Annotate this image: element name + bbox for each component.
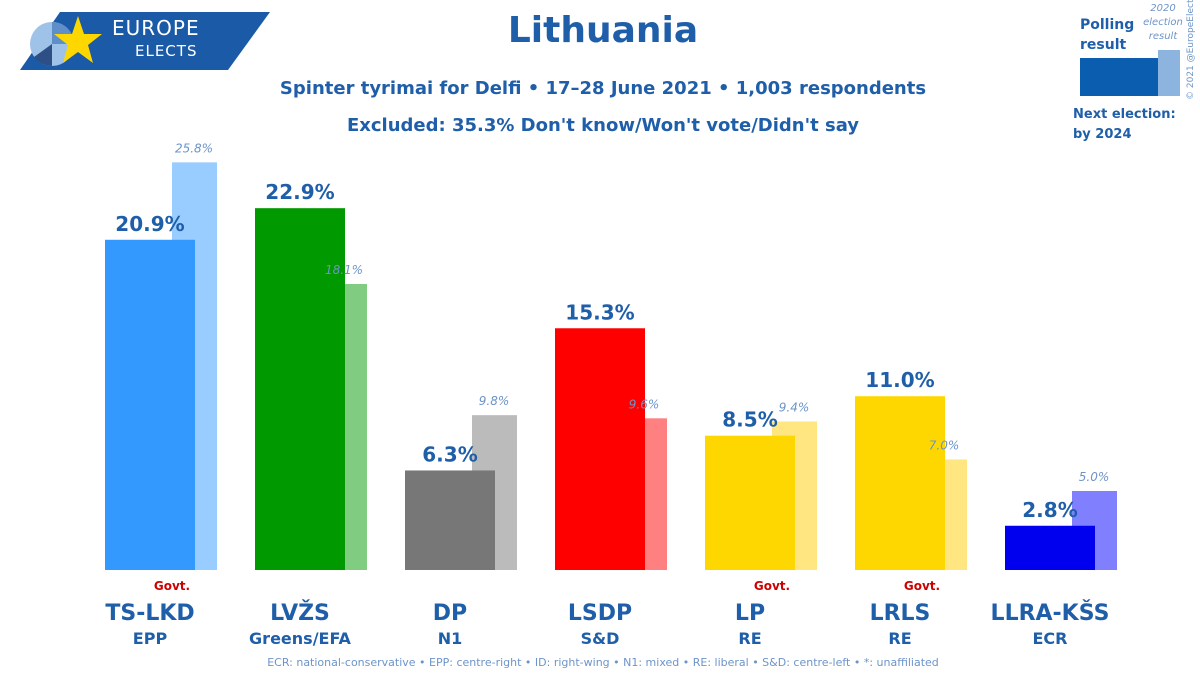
logo-text-europe: EUROPE xyxy=(112,16,200,40)
party-name-lv-s: LVŽS xyxy=(270,600,330,626)
poll-bar-ts-lkd xyxy=(105,239,195,570)
legend-polling-swatch xyxy=(1080,58,1158,96)
party-group-lv-s: Greens/EFA xyxy=(249,629,352,648)
party-group-ts-lkd: EPP xyxy=(133,629,168,648)
excluded-note: Excluded: 35.3% Don't know/Won't vote/Di… xyxy=(346,115,860,136)
party-group-lp: RE xyxy=(738,629,761,648)
legend-prev-label: 2020 election result xyxy=(1143,3,1183,42)
poll-label-lv-s: 22.9% xyxy=(265,180,334,204)
legend-prev-swatch xyxy=(1158,50,1180,96)
govt-label-lp: Govt. xyxy=(754,579,790,593)
star-icon xyxy=(54,16,102,63)
next-election-info: Next election: by 2024 xyxy=(1073,107,1176,142)
poll-bar-lsdp xyxy=(555,328,645,570)
party-group-llra-k-s: ECR xyxy=(1033,629,1068,648)
prev-label-ts-lkd: 25.8% xyxy=(175,141,213,155)
party-name-lrls: LRLS xyxy=(870,601,931,626)
party-name-lp: LP xyxy=(735,601,765,626)
europe-elects-logo xyxy=(20,12,270,70)
group-footnote: ECR: national-conservative • EPP: centre… xyxy=(267,656,939,669)
chart-title: Lithuania xyxy=(507,10,699,51)
logo-text-elects: ELECTS xyxy=(135,42,198,60)
prev-label-lrls: 7.0% xyxy=(929,438,960,452)
party-group-dp: N1 xyxy=(438,629,463,648)
party-name-dp: DP xyxy=(433,601,467,626)
govt-label-ts-lkd: Govt. xyxy=(154,579,190,593)
legend-polling-label: Polling result xyxy=(1080,17,1135,53)
party-group-lsdp: S&D xyxy=(581,629,620,648)
party-group-lrls: RE xyxy=(888,629,911,648)
poll-bar-lrls xyxy=(855,396,945,570)
poll-label-lsdp: 15.3% xyxy=(565,300,634,324)
poll-bar-lv-s xyxy=(255,208,345,570)
poll-label-lrls: 11.0% xyxy=(865,368,934,392)
poll-label-ts-lkd: 20.9% xyxy=(115,212,184,236)
poll-bar-lp xyxy=(705,435,795,570)
prev-label-lv-s: 18.1% xyxy=(325,263,363,277)
prev-label-dp: 9.8% xyxy=(479,394,510,408)
prev-label-lsdp: 9.6% xyxy=(629,397,660,411)
logo-banner xyxy=(20,12,270,70)
poll-bar-llra-k-s xyxy=(1005,525,1095,570)
poll-label-llra-k-s: 2.8% xyxy=(1022,498,1077,522)
poll-label-dp: 6.3% xyxy=(422,442,477,466)
prev-label-lp: 9.4% xyxy=(779,400,810,414)
poll-bar-dp xyxy=(405,470,495,570)
poll-label-lp: 8.5% xyxy=(722,408,777,432)
party-name-ts-lkd: TS-LKD xyxy=(105,601,194,626)
party-name-llra-k-s: LLRA-KŠS xyxy=(991,600,1110,626)
party-name-lsdp: LSDP xyxy=(568,601,632,626)
prev-label-llra-k-s: 5.0% xyxy=(1079,470,1110,484)
govt-label-lrls: Govt. xyxy=(904,579,940,593)
chart-subtitle: Spinter tyrimai for Delfi • 17–28 June 2… xyxy=(279,78,927,99)
